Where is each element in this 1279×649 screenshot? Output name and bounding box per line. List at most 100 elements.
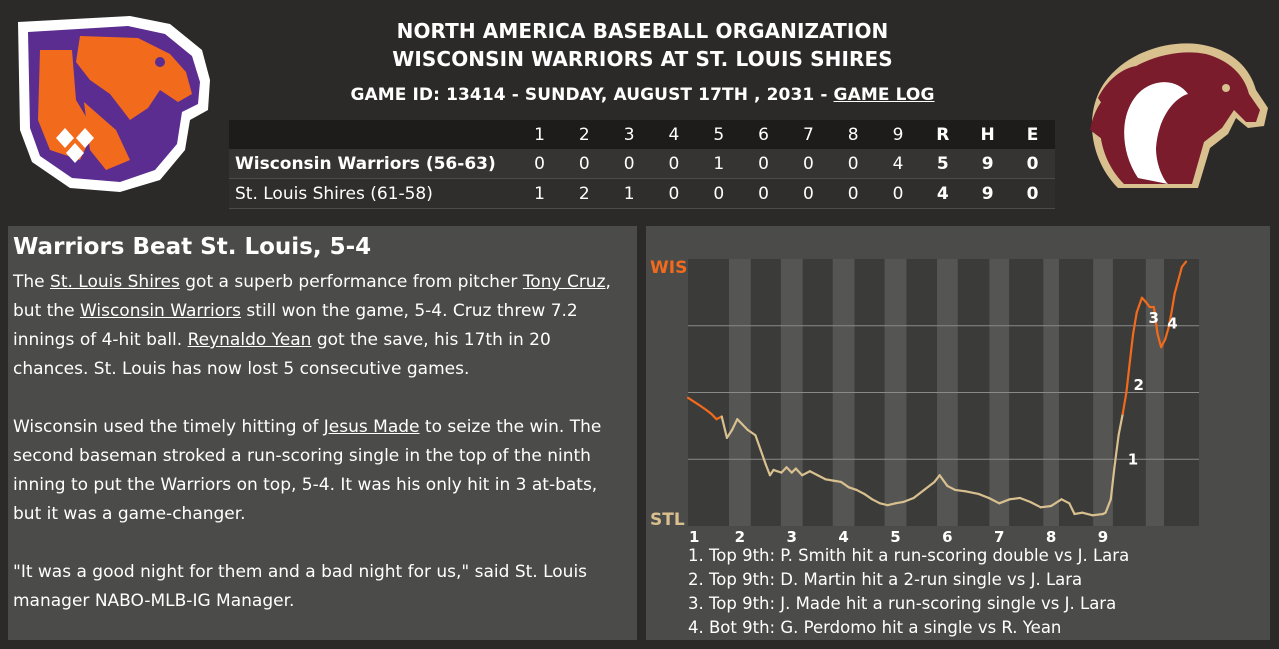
- game-recap-panel: Warriors Beat St. Louis, 5-4 The St. Lou…: [8, 226, 637, 640]
- win-probability-segment: [1113, 434, 1120, 469]
- hits-total: 9: [965, 178, 1011, 209]
- game-id-date: GAME ID: 13414 - SUNDAY, AUGUST 17TH , 2…: [350, 85, 834, 105]
- line-score-table: 1 2 3 4 5 6 7 8 9 R H E Wisconsin Warrio…: [229, 120, 1055, 209]
- x-tick-label: 9: [1098, 528, 1108, 546]
- col-header: 9: [875, 120, 921, 149]
- win-probability-segment: [1081, 511, 1094, 517]
- inning-score: 0: [517, 149, 562, 179]
- x-tick-label: 2: [735, 528, 745, 546]
- col-header: 7: [785, 120, 831, 149]
- recap-text: got the save, his 17th in 20: [311, 330, 551, 350]
- y-top-label: WIS: [650, 258, 687, 278]
- recap-text: but the: [13, 301, 80, 321]
- key-play-marker: 4: [1167, 314, 1177, 332]
- player-link-reynaldo-yean[interactable]: Reynaldo Yean: [187, 330, 312, 350]
- win-probability-panel: WIS STL 1 2 3 4 5 6 7 8 9 1 2 3 4 1. Top 9th: P. Smith…: [646, 226, 1270, 640]
- team-link-st-louis-shires[interactable]: St. Louis Shires: [50, 272, 180, 292]
- win-probability-segment: [1128, 332, 1135, 362]
- recap-text: The: [13, 272, 51, 292]
- player-link-tony-cruz[interactable]: Tony Cruz: [522, 272, 606, 292]
- inning-score: 0: [830, 178, 876, 209]
- home-team-name[interactable]: St. Louis Shires (61-58): [229, 178, 518, 209]
- win-probability-segment: [1104, 498, 1112, 514]
- win-probability-segment: [780, 466, 788, 474]
- win-probability-segment: [847, 486, 858, 492]
- x-tick-label: 1: [689, 528, 699, 546]
- inning-score: 0: [785, 178, 831, 209]
- recap-text: but it was a game-changer.: [13, 504, 246, 524]
- col-header-runs: R: [920, 120, 966, 149]
- key-play-item: 4. Bot 9th: G. Perdomo hit a single vs R…: [688, 618, 1062, 637]
- win-probability-segment: [878, 502, 889, 507]
- win-probability-segment: [832, 479, 843, 484]
- recap-text: got a superb performance from pitcher: [179, 272, 523, 292]
- win-probability-segment: [794, 467, 804, 477]
- win-probability-segment: [1091, 512, 1105, 517]
- win-probability-segment: [1117, 412, 1124, 437]
- win-probability-segment: [816, 474, 827, 481]
- win-probability-segment: [824, 478, 835, 482]
- recap-paragraph-1: The St. Louis Shires got a superb perfor…: [13, 268, 631, 384]
- inning-score: 1: [517, 178, 562, 209]
- win-probability-segment: [741, 423, 749, 431]
- game-info: GAME ID: 13414 - SUNDAY, AUGUST 17TH , 2…: [230, 81, 1055, 109]
- win-probability-segment: [1109, 466, 1116, 501]
- inning-score: 0: [561, 149, 607, 179]
- inning-score: 0: [875, 178, 921, 209]
- recap-paragraph-2: Wisconsin used the timely hitting of Jes…: [13, 413, 631, 529]
- win-probability-segment: [839, 480, 850, 489]
- win-probability-segment: [1180, 260, 1188, 269]
- win-probability-segment: [725, 428, 734, 439]
- win-probability-segment: [922, 480, 936, 492]
- win-probability-segment: [933, 474, 941, 484]
- win-probability-segment: [1050, 498, 1063, 508]
- win-probability-segment: [730, 418, 739, 431]
- col-header: 6: [741, 120, 786, 149]
- wisconsin-warriors-logo: [18, 16, 210, 192]
- win-probability-segment: [1152, 305, 1159, 335]
- win-probability-segment: [1060, 498, 1071, 505]
- col-header: 2: [561, 120, 607, 149]
- win-probability-segment: [764, 463, 772, 477]
- win-probability-segment: [710, 412, 718, 421]
- col-header-hits: H: [965, 120, 1011, 149]
- inning-score: 1: [606, 178, 652, 209]
- player-link-jesus-made[interactable]: Jesus Made: [323, 417, 420, 437]
- key-play-item: 3. Top 9th: J. Made hit a run-scoring si…: [688, 594, 1117, 613]
- recap-headline: Warriors Beat St. Louis, 5-4: [13, 234, 372, 260]
- recap-text: "It was a good night for them and a bad …: [13, 562, 588, 582]
- win-probability-segment: [1132, 311, 1138, 335]
- win-probability-segment: [801, 470, 812, 477]
- inning-score: 0: [741, 178, 786, 209]
- league-title: NORTH AMERICA BASEBALL ORGANIZATION: [396, 19, 889, 43]
- key-play-marker: 1: [1128, 451, 1138, 469]
- key-play-marker: 2: [1133, 376, 1143, 394]
- hits-total: 9: [965, 149, 1011, 179]
- win-probability-segment: [808, 470, 819, 477]
- team-link-wisconsin-warriors[interactable]: Wisconsin Warriors: [79, 301, 242, 321]
- win-probability-segment: [977, 492, 990, 500]
- x-tick-label: 3: [787, 528, 797, 546]
- win-probability-segment: [946, 484, 957, 492]
- col-header: 4: [651, 120, 697, 149]
- recap-text: ,: [605, 272, 611, 292]
- recap-text: manager NABO-MLB-IG Manager.: [13, 591, 295, 611]
- win-probability-segment: [855, 488, 866, 496]
- win-probability-segment: [894, 500, 905, 505]
- recap-text: second baseman stroked a run-scoring sin…: [13, 446, 591, 466]
- inning-score: 0: [830, 149, 876, 179]
- win-probability-segment: [785, 466, 793, 474]
- recap-text: still won the game, 5-4. Cruz threw 7.2: [241, 301, 578, 321]
- st-louis-shires-logo: [1090, 43, 1268, 188]
- recap-text: to seize the win. The: [419, 417, 602, 437]
- x-tick-label: 4: [838, 528, 848, 546]
- inning-score: 1: [696, 149, 742, 179]
- col-header: 8: [830, 120, 876, 149]
- away-team-row: Wisconsin Warriors (56-63) 0 0 0 0 1 0 0…: [229, 149, 1055, 179]
- game-log-link[interactable]: GAME LOG: [833, 85, 935, 105]
- away-team-name[interactable]: Wisconsin Warriors (56-63): [229, 149, 518, 179]
- home-team-row: St. Louis Shires (61-58) 1 2 1 0 0 0 0 0…: [229, 178, 1055, 209]
- inning-score: 0: [606, 149, 652, 179]
- win-probability-segment: [1029, 500, 1042, 509]
- key-plays-list: 1. Top 9th: P. Smith hit a run-scoring d…: [688, 544, 1129, 640]
